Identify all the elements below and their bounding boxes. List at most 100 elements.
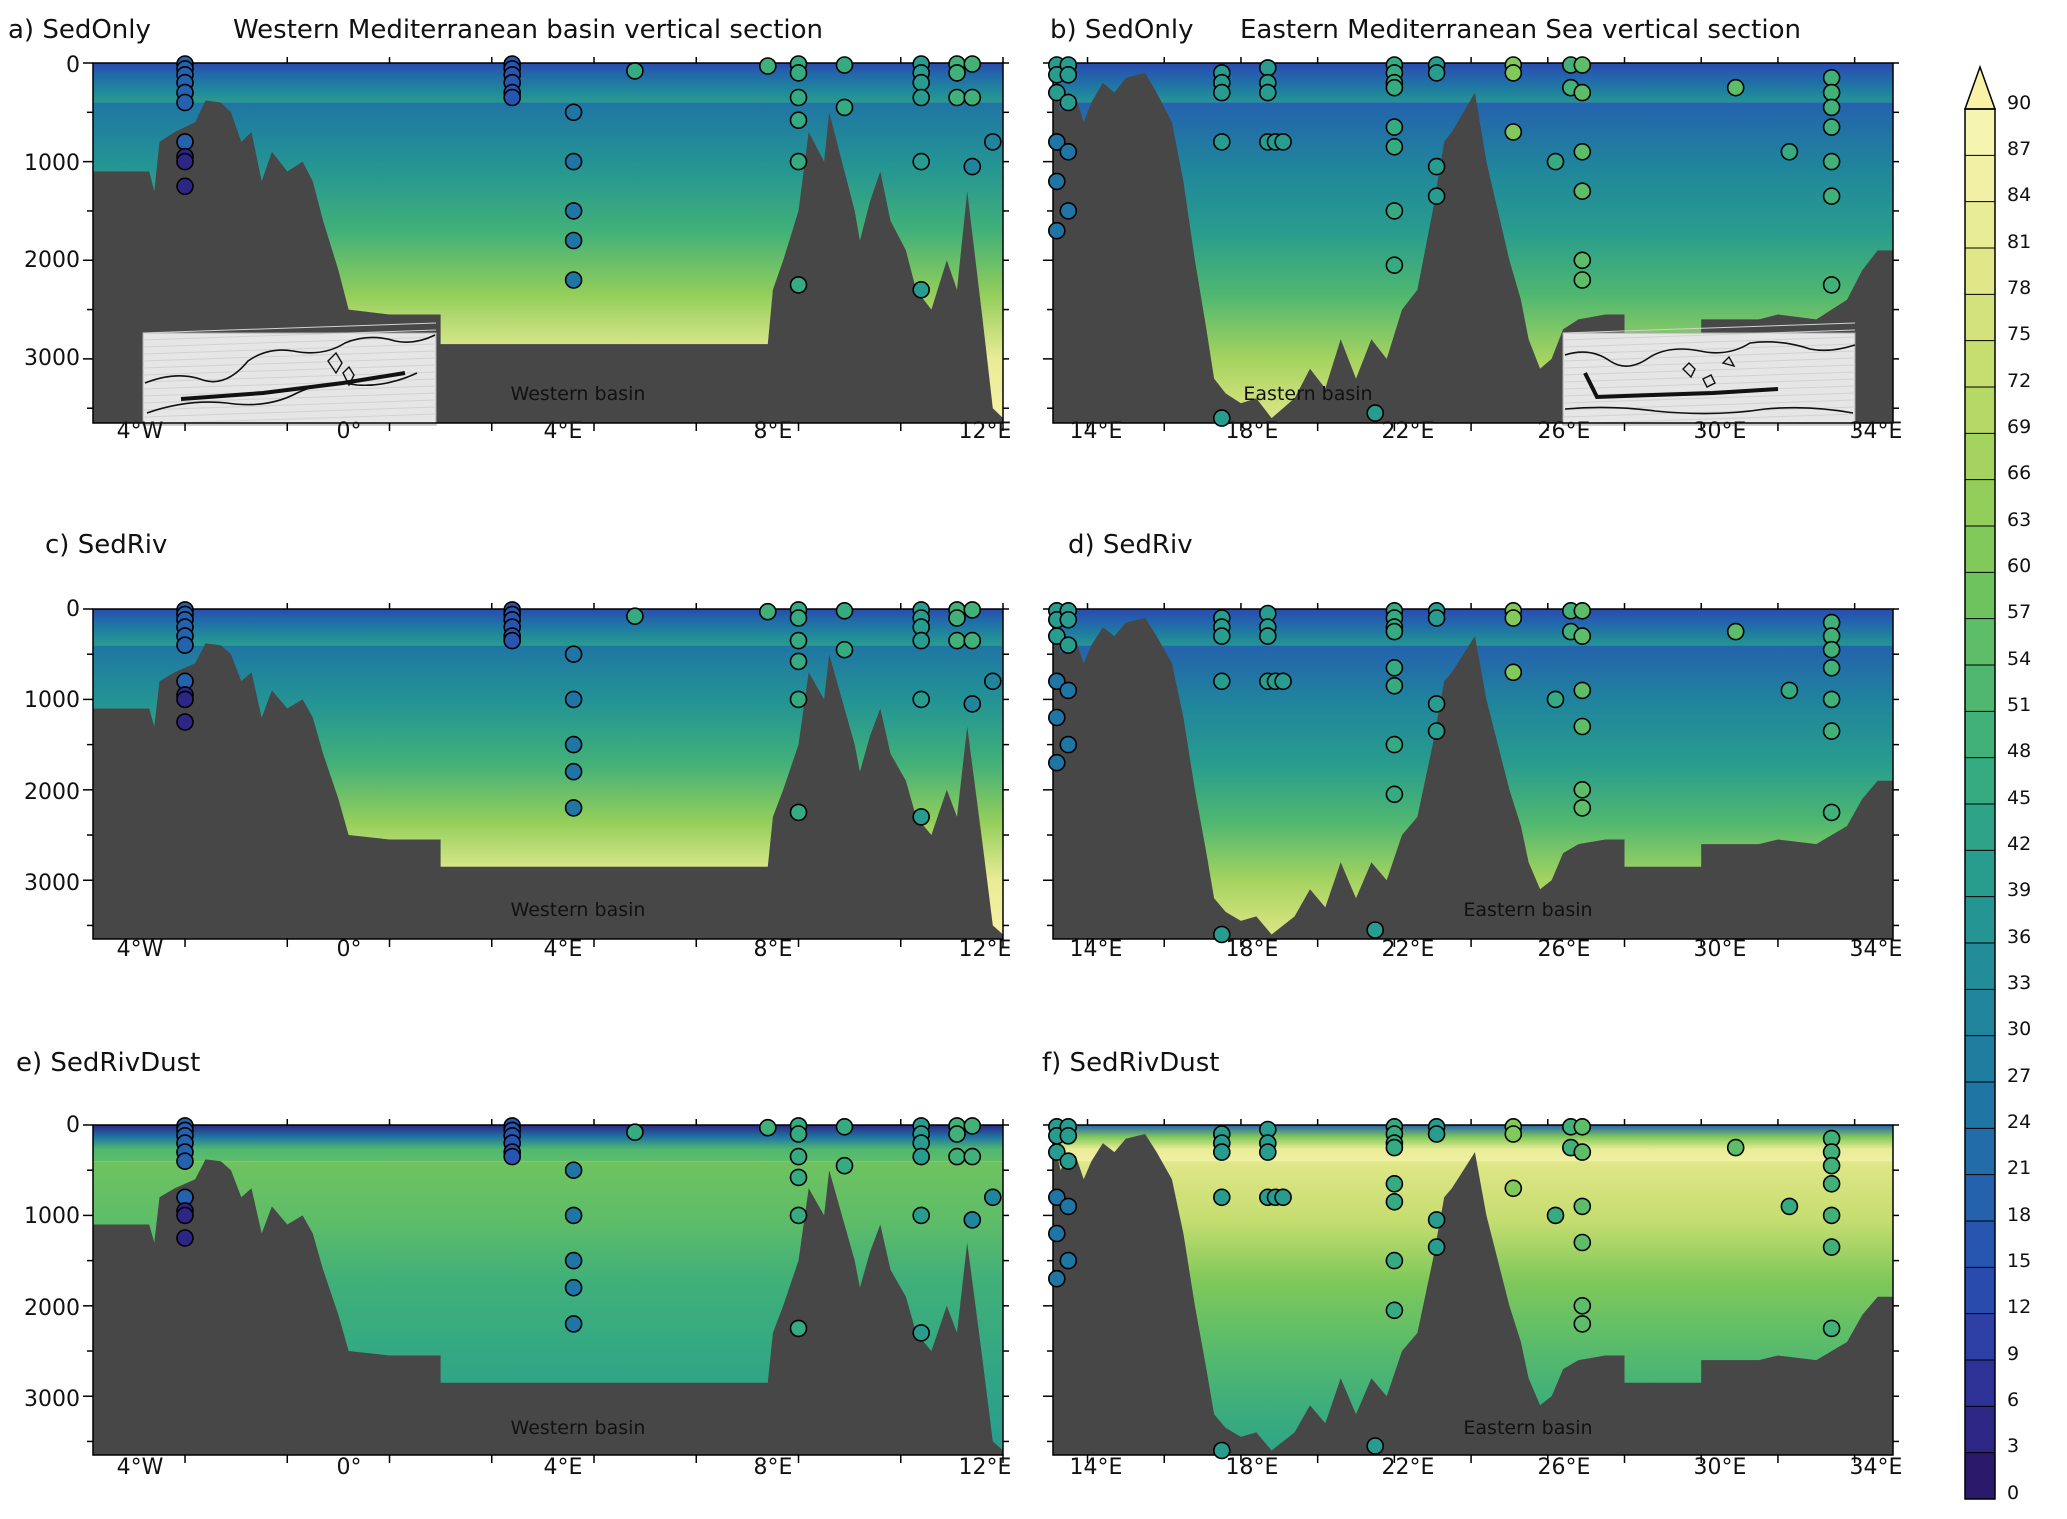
observation-point [176, 636, 194, 655]
panel-label: e) SedRivDust [16, 1048, 200, 1078]
observation-point [1259, 59, 1277, 77]
observation-point [626, 607, 644, 626]
observation-point [963, 1211, 982, 1229]
observation-point [1059, 1197, 1078, 1216]
observation-point [948, 1147, 966, 1166]
colorbar-tick-label: 75 [2007, 323, 2031, 345]
y-tick-labels: 0 1000 2000 3000 [24, 597, 80, 896]
colorbar-frame [1964, 108, 1996, 1500]
inset-coastline [1564, 406, 1854, 415]
colorbar-tick-label: 51 [2007, 694, 2031, 716]
x-tick-label: 26°E [1538, 1455, 1591, 1480]
colorbar-tick-label: 87 [2007, 138, 2031, 160]
observation-point [963, 1147, 982, 1166]
observation-point [1427, 695, 1446, 713]
colorbar: 0 3 6 9 12 15 18 21 24 27 30 33 36 39 42… [1963, 64, 2031, 1504]
x-tick-label: 14°E [1070, 937, 1123, 962]
observation-point [912, 1206, 931, 1225]
observation-point [1048, 1224, 1066, 1243]
observation-point [758, 1118, 777, 1137]
observation-point [564, 202, 583, 220]
observation-point [1385, 1193, 1404, 1211]
colorbar-swatch [1965, 572, 1995, 620]
observation-point [1385, 1175, 1404, 1193]
x-tick-labels: 4°W 0° 4°E 8°E 12°E [117, 1455, 1012, 1480]
observation-point [176, 133, 194, 151]
observation-point [1822, 187, 1841, 205]
plot-frame [92, 608, 1004, 940]
observation-point [1213, 627, 1231, 645]
observation-point [789, 690, 808, 709]
observation-point [789, 1125, 808, 1143]
colorbar-tick-label: 48 [2007, 740, 2031, 762]
x-tick-label: 4°E [544, 1455, 583, 1480]
x-tick-label: 30°E [1694, 1455, 1747, 1480]
observation-point [789, 1206, 808, 1225]
x-tick-label: 4°W [117, 419, 164, 444]
observation-point [1213, 133, 1231, 151]
inset-texture [142, 392, 437, 404]
observation-point [1059, 202, 1078, 220]
observation-point [948, 1125, 966, 1143]
observation-point [1546, 1206, 1565, 1225]
seafloor-bathymetry [1053, 618, 1893, 939]
colorbar-swatch [1965, 479, 1995, 527]
colorbar-swatch [1965, 989, 1995, 1037]
observation-point [1726, 622, 1745, 641]
observation-point [835, 601, 854, 620]
colorbar-swatch [1965, 109, 1995, 156]
inset-texture [142, 357, 437, 369]
observation-point [1822, 1156, 1841, 1175]
y-tick-label: 1000 [24, 1204, 80, 1229]
y-tick-label: 3000 [24, 1387, 80, 1412]
observation-point [1213, 1143, 1231, 1161]
plot-area [1043, 56, 1899, 431]
inset-texture [142, 406, 437, 418]
observation-point [1780, 143, 1799, 161]
observation-point [503, 88, 522, 107]
observation-point [503, 1147, 522, 1166]
observation-point [1573, 143, 1592, 161]
observation-point [912, 73, 931, 92]
basin-label: Eastern basin [1463, 1417, 1592, 1439]
observation-point [789, 1319, 808, 1338]
colorbar-tick-label: 9 [2007, 1343, 2019, 1365]
colorbar-tick-label: 36 [2007, 926, 2031, 948]
panel-c-sedriv-west: c) SedRiv Western basin 0 1000 2000 3000… [24, 530, 1011, 962]
basin-label: Western basin [511, 1417, 646, 1439]
observation-point [1780, 681, 1799, 700]
seafloor-bathymetry [93, 643, 1003, 939]
colorbar-swatch [1965, 711, 1995, 759]
observation-point [1059, 1127, 1078, 1145]
observation-point [1822, 640, 1841, 659]
y-tick-label: 2000 [24, 1296, 80, 1321]
observation-point [948, 64, 966, 82]
x-tick-label: 8°E [754, 419, 793, 444]
observation-point [1213, 1188, 1231, 1207]
colorbar-swatch [1965, 294, 1995, 342]
observation-point [1822, 1319, 1841, 1338]
colorbar-swatch [1965, 1360, 1995, 1407]
colorbar-swatch [1965, 155, 1995, 203]
inset-texture [1562, 343, 1856, 355]
observation-point [176, 690, 194, 709]
inset-background [1562, 332, 1856, 426]
observation-point [1213, 672, 1231, 691]
basin-label: Western basin [511, 383, 646, 405]
observation-point [1573, 56, 1592, 74]
observation-points [1048, 1118, 1841, 1460]
observation-point [1427, 722, 1446, 740]
inset-texture [142, 329, 437, 341]
observation-point [176, 1152, 194, 1170]
observation-point [1822, 152, 1841, 171]
observation-point [1385, 676, 1404, 695]
y-tick-label: 0 [66, 597, 80, 622]
observation-point [1573, 1118, 1592, 1136]
inset-background [142, 332, 437, 426]
observation-point [1427, 609, 1446, 627]
observation-point [963, 631, 982, 650]
observation-point [503, 631, 522, 650]
y-tick-label: 0 [66, 1113, 80, 1138]
inset-texture [1562, 357, 1856, 369]
observation-point [1048, 133, 1066, 151]
